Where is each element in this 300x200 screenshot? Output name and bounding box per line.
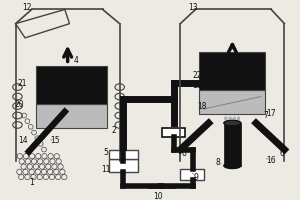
FancyBboxPatch shape xyxy=(109,159,138,172)
Ellipse shape xyxy=(224,120,241,126)
FancyBboxPatch shape xyxy=(162,128,185,137)
Circle shape xyxy=(233,107,236,110)
Text: 2: 2 xyxy=(112,126,116,135)
Circle shape xyxy=(229,117,231,120)
Circle shape xyxy=(229,112,231,115)
Circle shape xyxy=(237,112,240,115)
Circle shape xyxy=(224,112,227,115)
Text: 6: 6 xyxy=(182,149,187,158)
Circle shape xyxy=(233,117,236,120)
Text: 17: 17 xyxy=(266,109,276,118)
Text: 3: 3 xyxy=(119,107,124,116)
Circle shape xyxy=(237,107,240,110)
Polygon shape xyxy=(199,52,266,90)
Text: 5: 5 xyxy=(103,148,108,157)
Text: 14: 14 xyxy=(18,136,28,145)
Text: 19: 19 xyxy=(193,81,202,90)
Text: 13: 13 xyxy=(188,3,197,12)
Text: 21: 21 xyxy=(17,79,27,88)
Circle shape xyxy=(229,98,231,101)
FancyBboxPatch shape xyxy=(180,169,204,180)
Text: 15: 15 xyxy=(50,136,60,145)
Text: 18: 18 xyxy=(197,102,207,111)
Circle shape xyxy=(224,117,227,120)
Text: 10: 10 xyxy=(153,192,162,200)
Polygon shape xyxy=(224,123,241,166)
FancyBboxPatch shape xyxy=(109,150,138,159)
Polygon shape xyxy=(36,104,107,128)
Polygon shape xyxy=(199,90,266,114)
Polygon shape xyxy=(36,66,107,104)
Text: 20: 20 xyxy=(14,100,24,109)
Circle shape xyxy=(237,98,240,101)
Text: 1: 1 xyxy=(29,178,34,187)
Circle shape xyxy=(233,103,236,106)
Text: 7: 7 xyxy=(263,111,268,120)
Circle shape xyxy=(237,103,240,106)
Circle shape xyxy=(224,107,227,110)
Text: 4: 4 xyxy=(74,56,79,65)
Text: 12: 12 xyxy=(22,3,32,12)
Text: 9: 9 xyxy=(193,173,198,182)
Circle shape xyxy=(224,103,227,106)
Text: 16: 16 xyxy=(266,156,276,165)
FancyBboxPatch shape xyxy=(148,188,175,200)
Circle shape xyxy=(233,112,236,115)
Text: 6: 6 xyxy=(279,149,284,158)
Ellipse shape xyxy=(224,163,241,169)
Circle shape xyxy=(233,98,236,101)
Circle shape xyxy=(224,98,227,101)
Circle shape xyxy=(229,107,231,110)
Circle shape xyxy=(229,103,231,106)
Text: 22: 22 xyxy=(193,71,202,80)
Text: 8: 8 xyxy=(216,158,220,167)
Circle shape xyxy=(237,117,240,120)
Text: 11: 11 xyxy=(102,165,111,174)
